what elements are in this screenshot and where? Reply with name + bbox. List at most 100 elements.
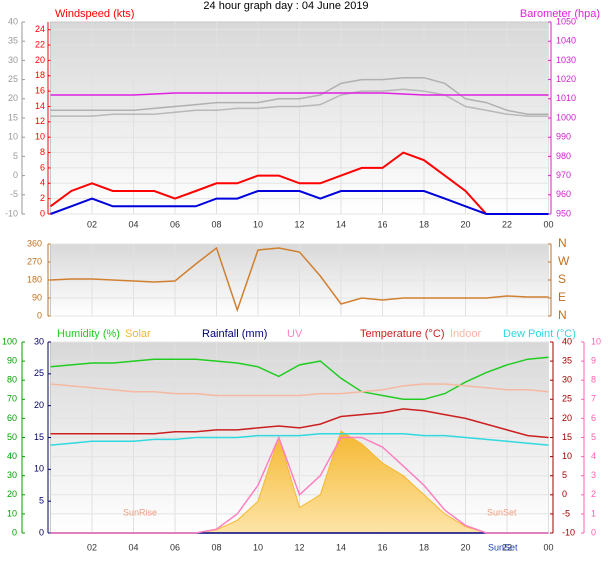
- legend-label: Solar: [125, 328, 151, 340]
- y-tick-label: 4: [40, 178, 45, 188]
- y-tick-label: 1050: [556, 16, 576, 26]
- x-tick-label: 06: [170, 542, 180, 552]
- y-tick-label: 18: [35, 70, 45, 80]
- chart-title: 24 hour graph day : 04 June 2019: [203, 0, 368, 12]
- y-tick-label: 22: [35, 39, 45, 49]
- y-tick-label: 980: [556, 151, 571, 161]
- annotation: SunSet: [487, 507, 517, 517]
- y-tick-label: 30: [7, 470, 17, 480]
- x-tick-label: 14: [336, 542, 346, 552]
- x-tick-label: 18: [419, 542, 429, 552]
- y-tick-label: 15: [8, 112, 18, 122]
- y-tick-label: 70: [7, 394, 17, 404]
- y-tick-label: 270: [27, 256, 42, 266]
- x-tick-label: 14: [336, 219, 346, 229]
- y-tick-label: 15: [34, 432, 44, 442]
- x-tick-label: 12: [294, 542, 304, 552]
- x-tick-label: 22: [502, 219, 512, 229]
- y-tick-label: 0: [39, 527, 44, 537]
- y-tick-label: 5: [13, 151, 18, 161]
- x-tick-label: 00: [543, 542, 553, 552]
- line: [50, 383, 549, 397]
- y-tick-label: 10: [8, 132, 18, 142]
- x-tick-label: 20: [460, 219, 470, 229]
- x-tick-label: 00: [543, 219, 553, 229]
- y-tick-label: 25: [8, 74, 18, 84]
- y-tick-label: 1: [591, 508, 596, 518]
- y-tick-label: 1040: [556, 36, 576, 46]
- x-tick-label: 04: [128, 542, 138, 552]
- x-tick-label: 04: [128, 219, 138, 229]
- y-tick-label: 0: [12, 527, 17, 537]
- x-tick-label: 16: [377, 542, 387, 552]
- y-tick-label: 0: [40, 208, 45, 218]
- line: [50, 76, 549, 115]
- x-tick-label: 10: [253, 219, 263, 229]
- y-tick-label: 35: [562, 355, 572, 365]
- y-tick-label: 5: [39, 496, 44, 506]
- x-tick-label: 06: [170, 219, 180, 229]
- y-tick-label: 970: [556, 170, 571, 180]
- legend-label: UV: [287, 328, 303, 340]
- y-tick-label: 16: [35, 85, 45, 95]
- x-tick-label: 12: [294, 219, 304, 229]
- line: [50, 246, 549, 313]
- y-tick-label: 20: [562, 413, 572, 423]
- y-tick-label: 50: [7, 432, 17, 442]
- y-tick-label: 8: [40, 147, 45, 157]
- y-tick-label: 0: [591, 527, 596, 537]
- line: [50, 88, 549, 117]
- y-tick-label: -10: [562, 527, 575, 537]
- y-tick-label: 35: [8, 36, 18, 46]
- y-tick-label: 14: [35, 101, 45, 111]
- y-tick-label: 960: [556, 189, 571, 199]
- legend-label: Barometer (hpa): [520, 8, 600, 20]
- y-tick-label: 1030: [556, 55, 576, 65]
- legend-label: Temperature (°C): [360, 328, 444, 340]
- y-tick-label: 6: [591, 413, 596, 423]
- y-tick-label: E: [558, 290, 566, 304]
- y-tick-label: 25: [562, 394, 572, 404]
- y-tick-label: 90: [32, 292, 42, 302]
- y-tick-label: 2: [40, 193, 45, 203]
- y-tick-label: 25: [34, 368, 44, 378]
- x-tick-label: 18: [419, 219, 429, 229]
- y-tick-label: 12: [35, 116, 45, 126]
- y-tick-label: 5: [562, 470, 567, 480]
- y-tick-label: 20: [35, 55, 45, 65]
- y-tick-label: 0: [37, 310, 42, 320]
- y-tick-label: 4: [591, 451, 596, 461]
- x-tick-label: 10: [253, 542, 263, 552]
- x-tick-label: 02: [87, 219, 97, 229]
- legend-label: Windspeed (kts): [55, 8, 134, 20]
- annotation: SunRise: [123, 507, 157, 517]
- line: [50, 190, 549, 215]
- x-tick-label: 08: [211, 219, 221, 229]
- x-tick-label: 22: [502, 542, 512, 552]
- y-tick-label: 6: [40, 162, 45, 172]
- y-tick-label: 20: [34, 400, 44, 410]
- y-tick-label: 9: [591, 355, 596, 365]
- y-tick-label: 180: [27, 274, 42, 284]
- y-tick-label: 20: [8, 93, 18, 103]
- y-tick-label: N: [558, 308, 567, 322]
- y-tick-label: 10: [591, 336, 601, 346]
- y-tick-label: 100: [2, 336, 17, 346]
- y-tick-label: 40: [562, 336, 572, 346]
- y-tick-label: 1020: [556, 74, 576, 84]
- line: [50, 432, 549, 446]
- y-tick-label: 10: [35, 132, 45, 142]
- line: [49, 151, 549, 215]
- x-tick-label: 20: [460, 542, 470, 552]
- line: [50, 408, 549, 439]
- y-tick-label: 10: [7, 508, 17, 518]
- y-tick-label: 1000: [556, 112, 576, 122]
- y-tick-label: 10: [34, 464, 44, 474]
- y-tick-label: S: [558, 272, 566, 286]
- annotation: SunSet: [488, 542, 518, 552]
- y-tick-label: 5: [591, 432, 596, 442]
- y-tick-label: 2: [591, 489, 596, 499]
- y-tick-label: 0: [562, 489, 567, 499]
- y-tick-label: 10: [562, 451, 572, 461]
